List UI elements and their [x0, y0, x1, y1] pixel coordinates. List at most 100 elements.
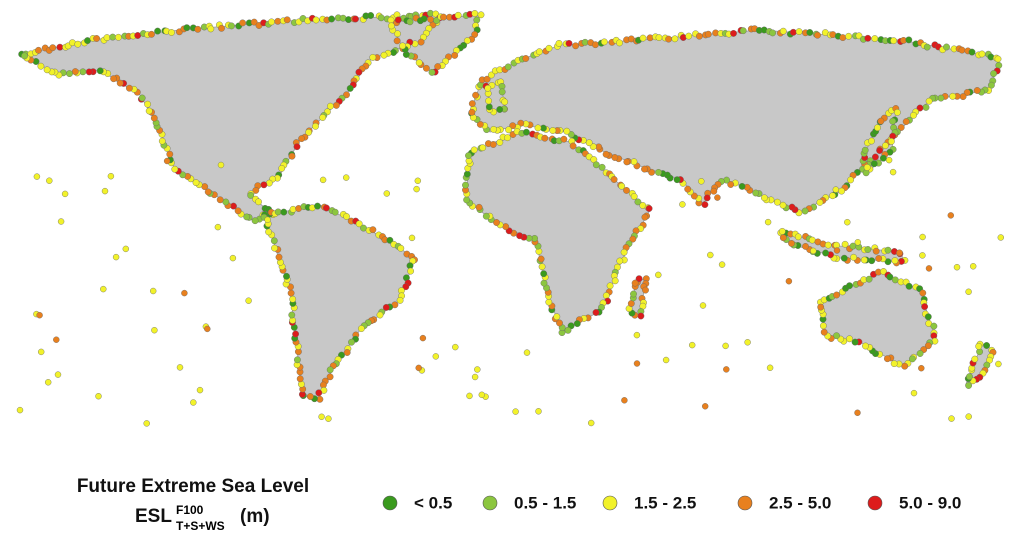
coastal-point — [833, 332, 840, 340]
coastal-point — [252, 186, 260, 194]
island-point — [833, 247, 841, 254]
coastal-point — [671, 35, 679, 43]
coastal-point — [154, 27, 162, 35]
coastal-point — [293, 143, 301, 151]
coastal-point — [427, 15, 434, 23]
coastal-point — [103, 34, 111, 41]
coastal-point — [315, 389, 323, 397]
coastal-point — [684, 185, 692, 193]
coastal-point — [194, 25, 202, 33]
legend-subscript: T+S+WS — [176, 519, 225, 533]
legend-swatch — [867, 495, 883, 511]
coastal-point — [484, 84, 492, 92]
coastal-point — [346, 85, 354, 92]
coastal-point — [183, 24, 191, 32]
coastal-point — [487, 71, 495, 79]
coastal-point — [440, 13, 447, 21]
coastal-point — [637, 312, 645, 320]
coastal-point — [902, 118, 910, 126]
coastal-point — [872, 247, 880, 255]
coastal-point — [560, 135, 568, 143]
coastal-point — [606, 282, 614, 290]
island-point — [953, 264, 961, 271]
coastal-point — [292, 330, 299, 338]
coastal-point — [485, 97, 492, 105]
coastal-point — [415, 59, 423, 67]
coastal-point — [505, 126, 512, 134]
island-point — [965, 288, 972, 295]
coastal-point — [602, 150, 610, 158]
coastal-point — [685, 32, 693, 40]
coastal-point — [966, 373, 973, 380]
coastal-point — [306, 393, 314, 400]
coastal-point — [534, 124, 542, 132]
coastal-point — [774, 198, 781, 206]
coastal-point — [889, 117, 897, 125]
coastal-point — [43, 66, 51, 74]
island-point — [512, 408, 519, 415]
coastal-point — [382, 303, 390, 311]
coastal-point — [802, 242, 809, 250]
coastal-point — [150, 114, 158, 122]
coastal-point — [387, 22, 395, 30]
coastal-point — [96, 67, 104, 75]
coastal-point — [838, 187, 845, 195]
coastal-point — [399, 42, 406, 50]
coastal-point — [465, 152, 472, 160]
coastal-point — [386, 236, 394, 244]
coastal-point — [275, 253, 283, 261]
coastal-point — [598, 163, 606, 171]
island-point — [844, 218, 851, 226]
coastal-point — [861, 146, 869, 154]
coastal-point — [326, 102, 334, 110]
coastal-point — [85, 68, 93, 76]
coastal-point — [355, 220, 363, 228]
coastal-point — [891, 257, 899, 264]
coastal-point — [778, 227, 786, 235]
island-point — [925, 265, 933, 272]
coastal-point — [545, 44, 553, 52]
coastal-point — [801, 207, 809, 215]
africa — [465, 131, 651, 333]
coastal-point — [696, 32, 703, 40]
coastal-point — [565, 40, 573, 47]
island-point — [474, 366, 481, 373]
island-point — [471, 373, 479, 381]
coastal-point — [868, 137, 875, 145]
coastal-point — [701, 201, 709, 209]
coastal-point — [630, 158, 638, 166]
coastal-point — [471, 31, 479, 38]
coastal-point — [116, 79, 124, 87]
coastal-point — [641, 165, 648, 173]
coastal-point — [326, 373, 334, 381]
coastal-point — [498, 88, 506, 96]
island-point — [163, 157, 171, 165]
legend-superscript: F100 — [176, 503, 204, 517]
island-point — [707, 251, 714, 259]
coastal-point — [545, 298, 553, 306]
coastal-point — [538, 263, 546, 271]
coastal-point — [968, 48, 976, 56]
island-point — [785, 278, 793, 285]
island-point — [343, 174, 350, 181]
coastal-point — [884, 258, 892, 266]
island-point — [100, 285, 107, 293]
coastal-point — [79, 68, 87, 76]
island-point — [214, 223, 222, 231]
coastal-point — [482, 212, 490, 220]
coastal-point — [572, 42, 579, 50]
coastal-point — [631, 279, 639, 287]
island-point — [766, 364, 774, 371]
coastal-point — [886, 273, 894, 281]
coastal-point — [639, 34, 647, 42]
island-point — [196, 386, 204, 394]
island-point — [702, 403, 709, 410]
legend-unit: (m) — [240, 506, 270, 527]
coastal-point — [592, 161, 600, 169]
island-point — [723, 366, 730, 373]
island-point — [478, 391, 485, 398]
coastal-point — [630, 290, 637, 298]
coastal-point — [407, 267, 414, 275]
